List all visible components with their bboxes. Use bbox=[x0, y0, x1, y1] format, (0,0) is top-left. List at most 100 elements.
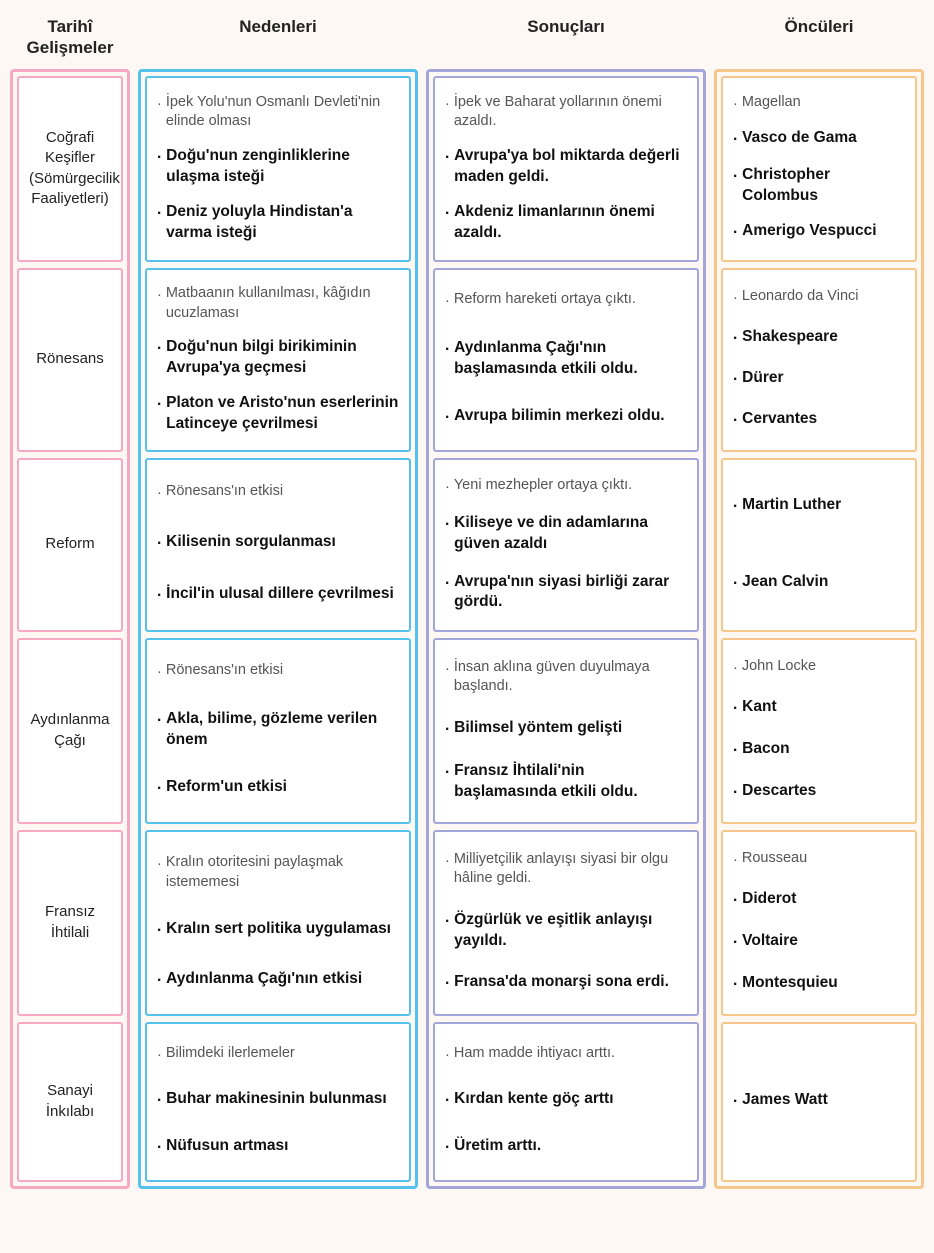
bullet-icon: · bbox=[445, 478, 450, 498]
bullet-icon: · bbox=[733, 1092, 738, 1113]
item-text: Martin Luther bbox=[742, 495, 841, 516]
list-item: ·Üretim arttı. bbox=[445, 1136, 687, 1159]
results-cell: ·Reform hareketi ortaya çıktı.·Aydınlanm… bbox=[433, 268, 699, 452]
item-text: Jean Calvin bbox=[742, 572, 828, 593]
bullet-icon: · bbox=[157, 971, 162, 992]
item-text: Reform'un etkisi bbox=[166, 777, 287, 798]
list-item: ·Leonardo da Vinci bbox=[733, 287, 905, 309]
pioneers-cell: ·Magellan·Vasco de Gama·Christopher Colo… bbox=[721, 76, 917, 262]
list-item: ·Reform'un etkisi bbox=[157, 777, 399, 800]
bullet-icon: · bbox=[445, 912, 450, 933]
bullet-icon: · bbox=[733, 891, 738, 912]
topic-cell: Fransız İhtilali bbox=[17, 830, 123, 1016]
item-text: Akla, bilime, gözleme verilen önem bbox=[166, 709, 399, 751]
header-col-2: Sonuçları bbox=[426, 10, 706, 69]
bullet-icon: · bbox=[733, 851, 738, 871]
bullet-icon: · bbox=[157, 534, 162, 555]
list-item: ·Matbaanın kullanılması, kâğıdın ucuzlam… bbox=[157, 284, 399, 323]
pioneers-cell: ·John Locke·Kant·Bacon·Descartes bbox=[721, 638, 917, 824]
bullet-icon: · bbox=[157, 1138, 162, 1159]
item-text: Avrupa'nın siyasi birliği zarar gördü. bbox=[454, 572, 687, 614]
list-item: ·Ham madde ihtiyacı arttı. bbox=[445, 1044, 687, 1066]
column-causes: · İpek Yolu'nun Osmanlı Devleti'nin elind… bbox=[138, 69, 418, 1189]
results-cell: ·İnsan aklına güven duyulmaya başlandı.·… bbox=[433, 638, 699, 824]
item-text: Matbaanın kullanılması, kâğıdın ucuzlama… bbox=[166, 284, 399, 323]
list-item: ·Yeni mezhepler ortaya çıktı. bbox=[445, 476, 687, 498]
topic-cell: Sanayi İnkılabı bbox=[17, 1022, 123, 1182]
item-text: Özgürlük ve eşitlik anlayışı yayıldı. bbox=[454, 910, 687, 952]
pioneers-cell: ·Leonardo da Vinci·Shakespeare·Dürer·Cer… bbox=[721, 268, 917, 452]
list-item: ·Diderot bbox=[733, 889, 905, 912]
list-item: ·Platon ve Aristo'nun eserlerinin Latinc… bbox=[157, 393, 399, 435]
list-item: ·Descartes bbox=[733, 781, 905, 804]
bullet-icon: · bbox=[733, 329, 738, 350]
item-text: Dürer bbox=[742, 368, 783, 389]
list-item: ·Rousseau bbox=[733, 849, 905, 871]
bullet-icon: · bbox=[733, 975, 738, 996]
list-item: ·Kralın otoritesini paylaşmak istememesi bbox=[157, 853, 399, 892]
item-text: Voltaire bbox=[742, 931, 798, 952]
bullet-icon: · bbox=[733, 933, 738, 954]
item-text: Aydınlanma Çağı'nın başlamasında etkili … bbox=[454, 338, 687, 380]
item-text: Doğu'nun zenginliklerine ulaşma isteği bbox=[166, 146, 399, 188]
causes-cell: ·Bilimdeki ilerlemeler ·Buhar makinesinin… bbox=[145, 1022, 411, 1182]
item-text: İncil'in ulusal dillere çevrilmesi bbox=[166, 584, 394, 605]
list-item: ·Bilimsel yöntem gelişti bbox=[445, 718, 687, 741]
item-text: Aydınlanma Çağı'nın etkisi bbox=[166, 969, 362, 990]
list-item: ·Avrupa'ya bol miktarda değerli maden ge… bbox=[445, 146, 687, 188]
list-item: ·Jean Calvin bbox=[733, 572, 905, 595]
item-text: Cervantes bbox=[742, 409, 817, 430]
bullet-icon: · bbox=[445, 292, 450, 312]
bullet-icon: · bbox=[445, 1138, 450, 1159]
item-text: Diderot bbox=[742, 889, 796, 910]
item-text: Rousseau bbox=[742, 849, 807, 869]
list-item: ·Montesquieu bbox=[733, 973, 905, 996]
bullet-icon: · bbox=[157, 711, 162, 732]
bullet-icon: · bbox=[733, 167, 738, 188]
list-item: ·Nüfusun artması bbox=[157, 1136, 399, 1159]
bullet-icon: · bbox=[733, 741, 738, 762]
bullet-icon: · bbox=[445, 1091, 450, 1112]
item-text: John Locke bbox=[742, 657, 816, 677]
list-item: ·Buhar makinesinin bulunması bbox=[157, 1089, 399, 1112]
item-text: Bacon bbox=[742, 739, 789, 760]
bullet-icon: · bbox=[445, 974, 450, 995]
list-item: ·İpek Yolu'nun Osmanlı Devleti'nin elind… bbox=[157, 93, 399, 132]
list-item: ·Bilimdeki ilerlemeler bbox=[157, 1044, 399, 1066]
item-text: İpek Yolu'nun Osmanlı Devleti'nin elinde… bbox=[166, 93, 399, 132]
bullet-icon: · bbox=[445, 763, 450, 784]
item-text: Magellan bbox=[742, 93, 801, 113]
item-text: İnsan aklına güven duyulmaya başlandı. bbox=[454, 658, 687, 697]
list-item: ·Kiliseye ve din adamlarına güven azaldı bbox=[445, 513, 687, 555]
bullet-icon: · bbox=[445, 660, 450, 680]
list-item: ·Aydınlanma Çağı'nın etkisi bbox=[157, 969, 399, 992]
bullet-icon: · bbox=[733, 699, 738, 720]
header-col-3: Öncüleri bbox=[714, 10, 924, 69]
list-item: ·Shakespeare bbox=[733, 327, 905, 350]
item-text: Doğu'nun bilgi birikiminin Avrupa'ya geç… bbox=[166, 337, 399, 379]
list-item: ·Doğu'nun bilgi birikiminin Avrupa'ya ge… bbox=[157, 337, 399, 379]
item-text: Milliyetçilik anlayışı siyasi bir olgu h… bbox=[454, 850, 687, 889]
topic-cell: Rönesans bbox=[17, 268, 123, 452]
item-text: Yeni mezhepler ortaya çıktı. bbox=[454, 476, 632, 496]
bullet-icon: · bbox=[157, 855, 162, 875]
bullet-icon: · bbox=[733, 95, 738, 115]
causes-cell: ·Rönesans'ın etkisi·Akla, bilime, gözlem… bbox=[145, 638, 411, 824]
list-item: ·İncil'in ulusal dillere çevrilmesi bbox=[157, 584, 399, 607]
list-item: ·Akdeniz limanlarının önemi azaldı. bbox=[445, 202, 687, 244]
bullet-icon: · bbox=[445, 1046, 450, 1066]
item-text: Amerigo Vespucci bbox=[742, 221, 876, 242]
history-table: Tarihî Gelişmeler Nedenleri Sonuçları Ön… bbox=[10, 10, 924, 1189]
column-pioneers: ·Magellan·Vasco de Gama·Christopher Colo… bbox=[714, 69, 924, 1189]
pioneers-cell: ·James Watt bbox=[721, 1022, 917, 1182]
bullet-icon: · bbox=[157, 663, 162, 683]
bullet-icon: · bbox=[157, 1091, 162, 1112]
bullet-icon: · bbox=[733, 223, 738, 244]
list-item: ·Milliyetçilik anlayışı siyasi bir olgu … bbox=[445, 850, 687, 889]
bullet-icon: · bbox=[733, 130, 738, 151]
bullet-icon: · bbox=[445, 574, 450, 595]
item-text: Kralın otoritesini paylaşmak istememesi bbox=[166, 853, 399, 892]
item-text: Rönesans'ın etkisi bbox=[166, 661, 283, 681]
list-item: ·Rönesans'ın etkisi bbox=[157, 482, 399, 504]
list-item: ·Avrupa bilimin merkezi oldu. bbox=[445, 406, 687, 429]
